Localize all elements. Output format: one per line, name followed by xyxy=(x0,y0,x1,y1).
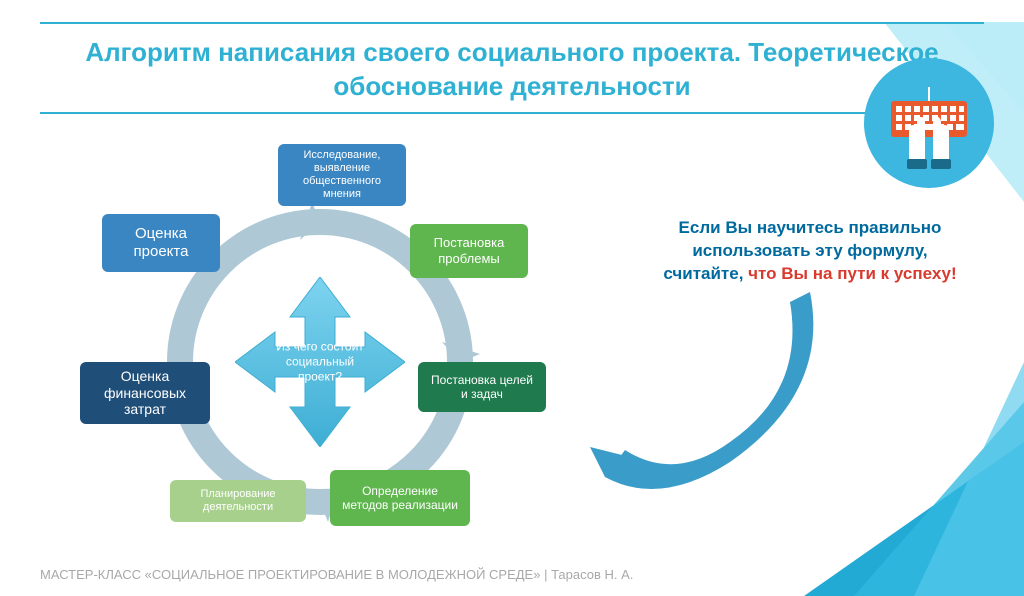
cycle-node-n1: Постановка проблемы xyxy=(410,224,528,278)
cycle-diagram: Из чего состоит социальный проект? Иссле… xyxy=(110,152,530,572)
cycle-node-n4: Планирование деятельности xyxy=(170,480,306,522)
swoosh-arrow-icon xyxy=(580,282,840,502)
footer-text: МАСТЕР-КЛАСС «СОЦИАЛЬНОЕ ПРОЕКТИРОВАНИЕ … xyxy=(40,567,633,582)
center-label: Из чего состоит социальный проект? xyxy=(265,340,375,385)
cycle-node-n5: Оценка финансовых затрат xyxy=(80,362,210,424)
cycle-node-n0: Исследование, выявление общественного мн… xyxy=(278,144,406,206)
side-text: Если Вы научитесь правильно использовать… xyxy=(660,217,960,286)
keyboard-hands-icon xyxy=(864,58,994,188)
cycle-node-n2: Постановка целей и задач xyxy=(418,362,546,412)
cycle-node-n6: Оценка проекта xyxy=(102,214,220,272)
cycle-node-n3: Определение методов реализации xyxy=(330,470,470,526)
side-text-highlight: что Вы на пути к успеху! xyxy=(748,264,956,283)
title-rule-bottom xyxy=(40,112,984,114)
